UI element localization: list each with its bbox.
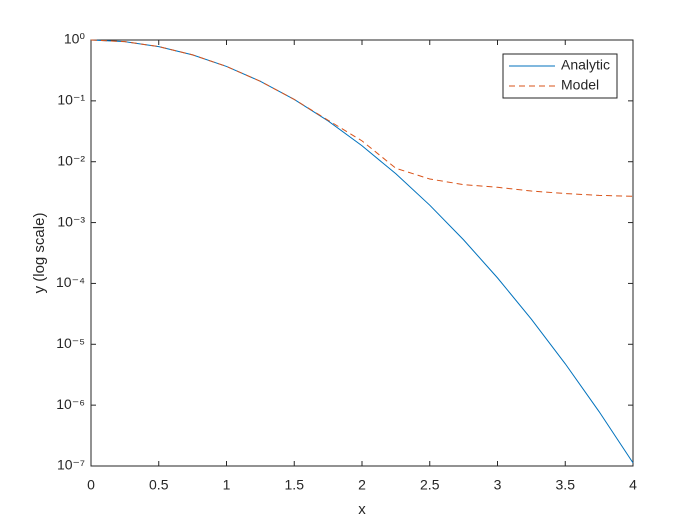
y-tick-label: 10⁻⁷ (57, 457, 85, 473)
y-tick-label: 10⁻⁵ (56, 335, 85, 351)
y-tick-label: 10⁻⁶ (56, 396, 85, 412)
legend-label: Analytic (561, 57, 610, 73)
y-tick-label: 10⁻³ (57, 213, 85, 229)
x-tick-label: 3.5 (556, 477, 576, 493)
x-tick-label: 2.5 (420, 477, 440, 493)
y-tick-label: 10⁻⁴ (56, 274, 85, 290)
x-tick-label: 0.5 (149, 477, 169, 493)
y-axis-label: y (log scale) (31, 213, 48, 294)
legend-label: Model (561, 77, 599, 93)
y-tick-label: 10⁻¹ (57, 92, 85, 108)
line (90, 39, 634, 197)
y-tick-label: 10⁰ (64, 31, 86, 47)
x-tick-label: 2 (358, 477, 366, 493)
x-tick-label: 0 (87, 477, 95, 493)
x-tick-label: 4 (629, 477, 637, 493)
y-tick-label: 10⁻² (57, 152, 85, 168)
legend-box (502, 53, 618, 99)
x-tick-label: 1 (223, 477, 231, 493)
x-axis-label: x (358, 501, 366, 518)
x-tick-label: 3 (494, 477, 502, 493)
x-tick-label: 1.5 (285, 477, 305, 493)
